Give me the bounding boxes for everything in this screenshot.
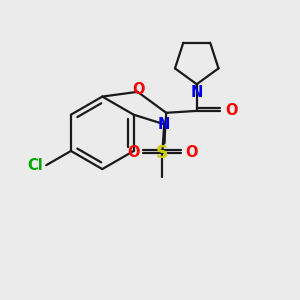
Text: Cl: Cl [28, 158, 43, 173]
Text: O: O [185, 146, 198, 160]
Text: N: N [190, 85, 203, 100]
Text: O: O [127, 146, 140, 160]
Text: N: N [158, 117, 170, 132]
Text: S: S [156, 144, 169, 162]
Text: O: O [132, 82, 145, 98]
Text: O: O [225, 103, 238, 118]
